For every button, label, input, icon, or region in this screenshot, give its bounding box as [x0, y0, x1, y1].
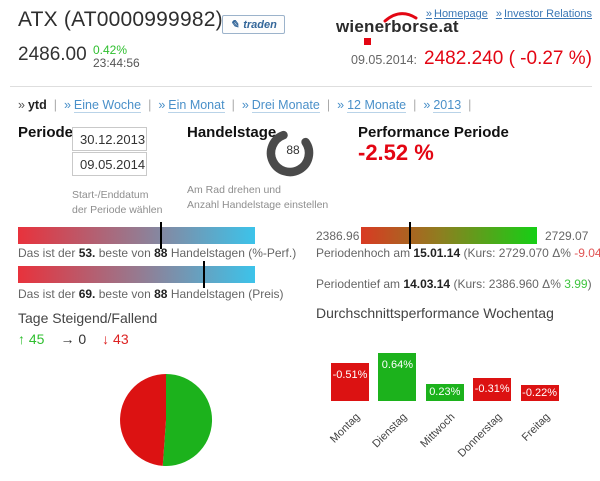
logo-swoosh-icon [383, 12, 418, 23]
handelstage-dial[interactable] [262, 125, 318, 181]
logo-text-wiener: wiener [336, 17, 392, 36]
weekday-bar-chart: -0.51% Montag 0.64% Dienstag 0.23% Mittwoch -0… [316, 345, 591, 480]
period-low-text: Periodentief am 14.03.14 (Kurs: 2386.960… [316, 277, 592, 291]
bullet-icon: » [423, 98, 431, 112]
bar-dienstag: 0.64% [378, 353, 417, 401]
handelstage-hint: Am Rad drehen und Anzahl Handelstage ein… [187, 184, 329, 211]
nav-separator: | [413, 98, 417, 112]
nav-tab-ytd[interactable]: » ytd [18, 98, 47, 112]
rank-text-price: Das ist der 69. beste von 88 Handelstage… [18, 287, 284, 301]
bar-value-label: -0.31% [474, 383, 510, 396]
end-date-input[interactable] [72, 152, 147, 176]
bar-montag: -0.51% [331, 362, 369, 401]
range-marker [409, 222, 412, 249]
handelstage-heading: Handelstage [187, 124, 277, 141]
nav-tab-12-monate[interactable]: » 12 Monate [337, 98, 407, 113]
pen-icon: ✎ [230, 19, 240, 31]
days-neutral: 0 [78, 331, 87, 347]
bar-value-label: -0.22% [522, 386, 558, 399]
change-percent: 0.42% [93, 43, 128, 57]
bullet-icon: » [241, 98, 249, 112]
nav-separator: | [148, 98, 152, 112]
nav-separator: | [231, 98, 235, 112]
performance-heading: Performance Periode [358, 124, 509, 141]
page-title: ATX (AT0000999982) [18, 8, 223, 31]
period-high-text: Periodenhoch am 15.01.14 (Kurs: 2729.070… [316, 246, 600, 260]
current-price: 2486.00 [18, 44, 87, 65]
range-bar [361, 222, 537, 249]
quote-date: 09.05.2014: [351, 53, 418, 67]
nav-separator: | [468, 98, 472, 112]
nav-tab-2013[interactable]: » 2013 [423, 98, 462, 113]
bar-mittwoch: 0.23% [425, 383, 464, 401]
days-up: 45 [28, 331, 45, 347]
nav-tab-drei-monate[interactable]: » Drei Monate [241, 98, 320, 113]
bullet-icon: » [425, 8, 432, 20]
header-divider [10, 86, 592, 87]
bullet-icon: » [63, 98, 71, 112]
bullet-icon: » [158, 98, 166, 112]
performance-value: -2.52 % [358, 140, 434, 165]
range-max-label: 2729.07 [545, 229, 589, 243]
rank-text-percent: Das ist der 53. beste von 88 Handelstage… [18, 246, 297, 260]
breadcrumb: » Homepage » Investor Relations [426, 8, 592, 20]
closing-quote: 09.05.2014: 2482.240 ( -0.27 %) [351, 48, 592, 70]
nav-separator: | [53, 98, 57, 112]
bullet-icon: » [495, 8, 502, 20]
handelstage-value: 88 [286, 143, 300, 157]
bar-donnerstag: -0.31% [473, 377, 512, 401]
traden-button[interactable]: ✎ traden [222, 15, 285, 34]
rank-bar-price [18, 261, 255, 288]
bar-value-label: 0.64% [381, 359, 413, 371]
nav-separator: | [326, 98, 331, 112]
nav-tab-eine-woche[interactable]: » Eine Woche [63, 98, 142, 113]
logo-square-icon [364, 38, 371, 45]
bar-value-label: -0.51% [332, 368, 368, 381]
quote-value: 2482.240 ( -0.27 %) [424, 48, 592, 69]
periode-heading: Periode [18, 124, 74, 141]
arrow-down-icon: ↓ [102, 331, 110, 347]
periode-hint: Start-/Enddatum der Periode wählen [72, 189, 163, 216]
bullet-icon: » [337, 98, 345, 112]
link-homepage[interactable]: » Homepage [425, 8, 488, 20]
days-down: 43 [113, 331, 129, 347]
quote-time: 23:44:56 [93, 56, 140, 70]
rank-bar-percent [18, 222, 255, 249]
updown-stats: ↑ 45 → 0 ↓ 43 [18, 331, 129, 347]
arrow-right-icon: → [60, 331, 75, 347]
link-investor-relations[interactable]: » Investor Relations [495, 8, 592, 20]
updown-pie [120, 373, 213, 466]
rank-marker [202, 261, 205, 288]
logo-text-borse: borse.at [391, 17, 459, 36]
bullet-icon: » [18, 98, 25, 112]
start-date-input[interactable] [72, 127, 147, 151]
arrow-up-icon: ↑ [18, 331, 25, 347]
traden-button-label: traden [243, 18, 277, 31]
pie-slice-fallend [120, 374, 166, 466]
range-min-label: 2386.96 [316, 229, 360, 243]
updown-heading: Tage Steigend/Fallend [18, 310, 158, 326]
weekday-heading: Durchschnittsperformance Wochentag [316, 305, 554, 321]
bar-freitag: -0.22% [520, 384, 559, 401]
period-nav: » ytd | » Eine Woche | » Ein Monat | » Drei … [18, 98, 478, 113]
nav-tab-ein-monat[interactable]: » Ein Monat [158, 98, 225, 113]
wiener-boerse-logo: wienerborse.at [336, 12, 459, 37]
rank-marker [159, 222, 162, 249]
bar-value-label: 0.23% [429, 386, 461, 399]
pie-slice-steigend [162, 373, 213, 466]
